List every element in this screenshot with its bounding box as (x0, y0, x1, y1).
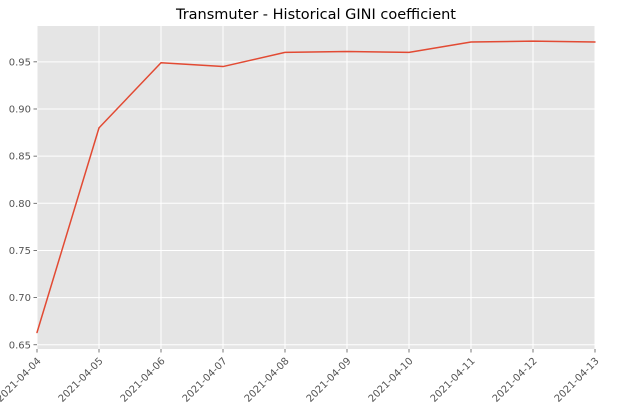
y-tick-label: 0.95 (9, 57, 31, 68)
y-tick-label: 0.70 (9, 293, 31, 304)
x-axis: 2021-04-04 2021-04-05 2021-04-06 2021-04-07… (0, 349, 602, 405)
y-tick-label: 0.80 (9, 199, 31, 210)
x-tick-label: 2021-04-07 (181, 356, 230, 405)
series-layer (36, 40, 596, 334)
x-tick-label: 2021-04-11 (429, 356, 478, 405)
grid (36, 26, 596, 349)
x-tick-label: 2021-04-05 (57, 356, 106, 405)
series-line (36, 40, 596, 334)
y-tick-label: 0.65 (9, 340, 31, 351)
x-tick-label: 2021-04-08 (243, 356, 292, 405)
y-tick-label: 0.90 (9, 104, 31, 115)
x-tick-label: 2021-04-06 (119, 356, 168, 405)
x-tick-label: 2021-04-13 (553, 356, 602, 405)
x-tick-label: 2021-04-10 (367, 356, 416, 405)
chart-title: Transmuter - Historical GINI coefficient (175, 7, 456, 23)
y-tick-label: 0.85 (9, 152, 31, 163)
x-tick-label: 2021-04-12 (491, 356, 540, 405)
plot-background (37, 26, 595, 349)
x-tick-label: 2021-04-04 (0, 356, 44, 405)
y-axis: 0.65 0.70 0.75 0.80 0.85 0.90 0.95 (9, 57, 37, 351)
y-tick-label: 0.75 (9, 246, 31, 257)
x-tick-label: 2021-04-09 (305, 356, 354, 405)
